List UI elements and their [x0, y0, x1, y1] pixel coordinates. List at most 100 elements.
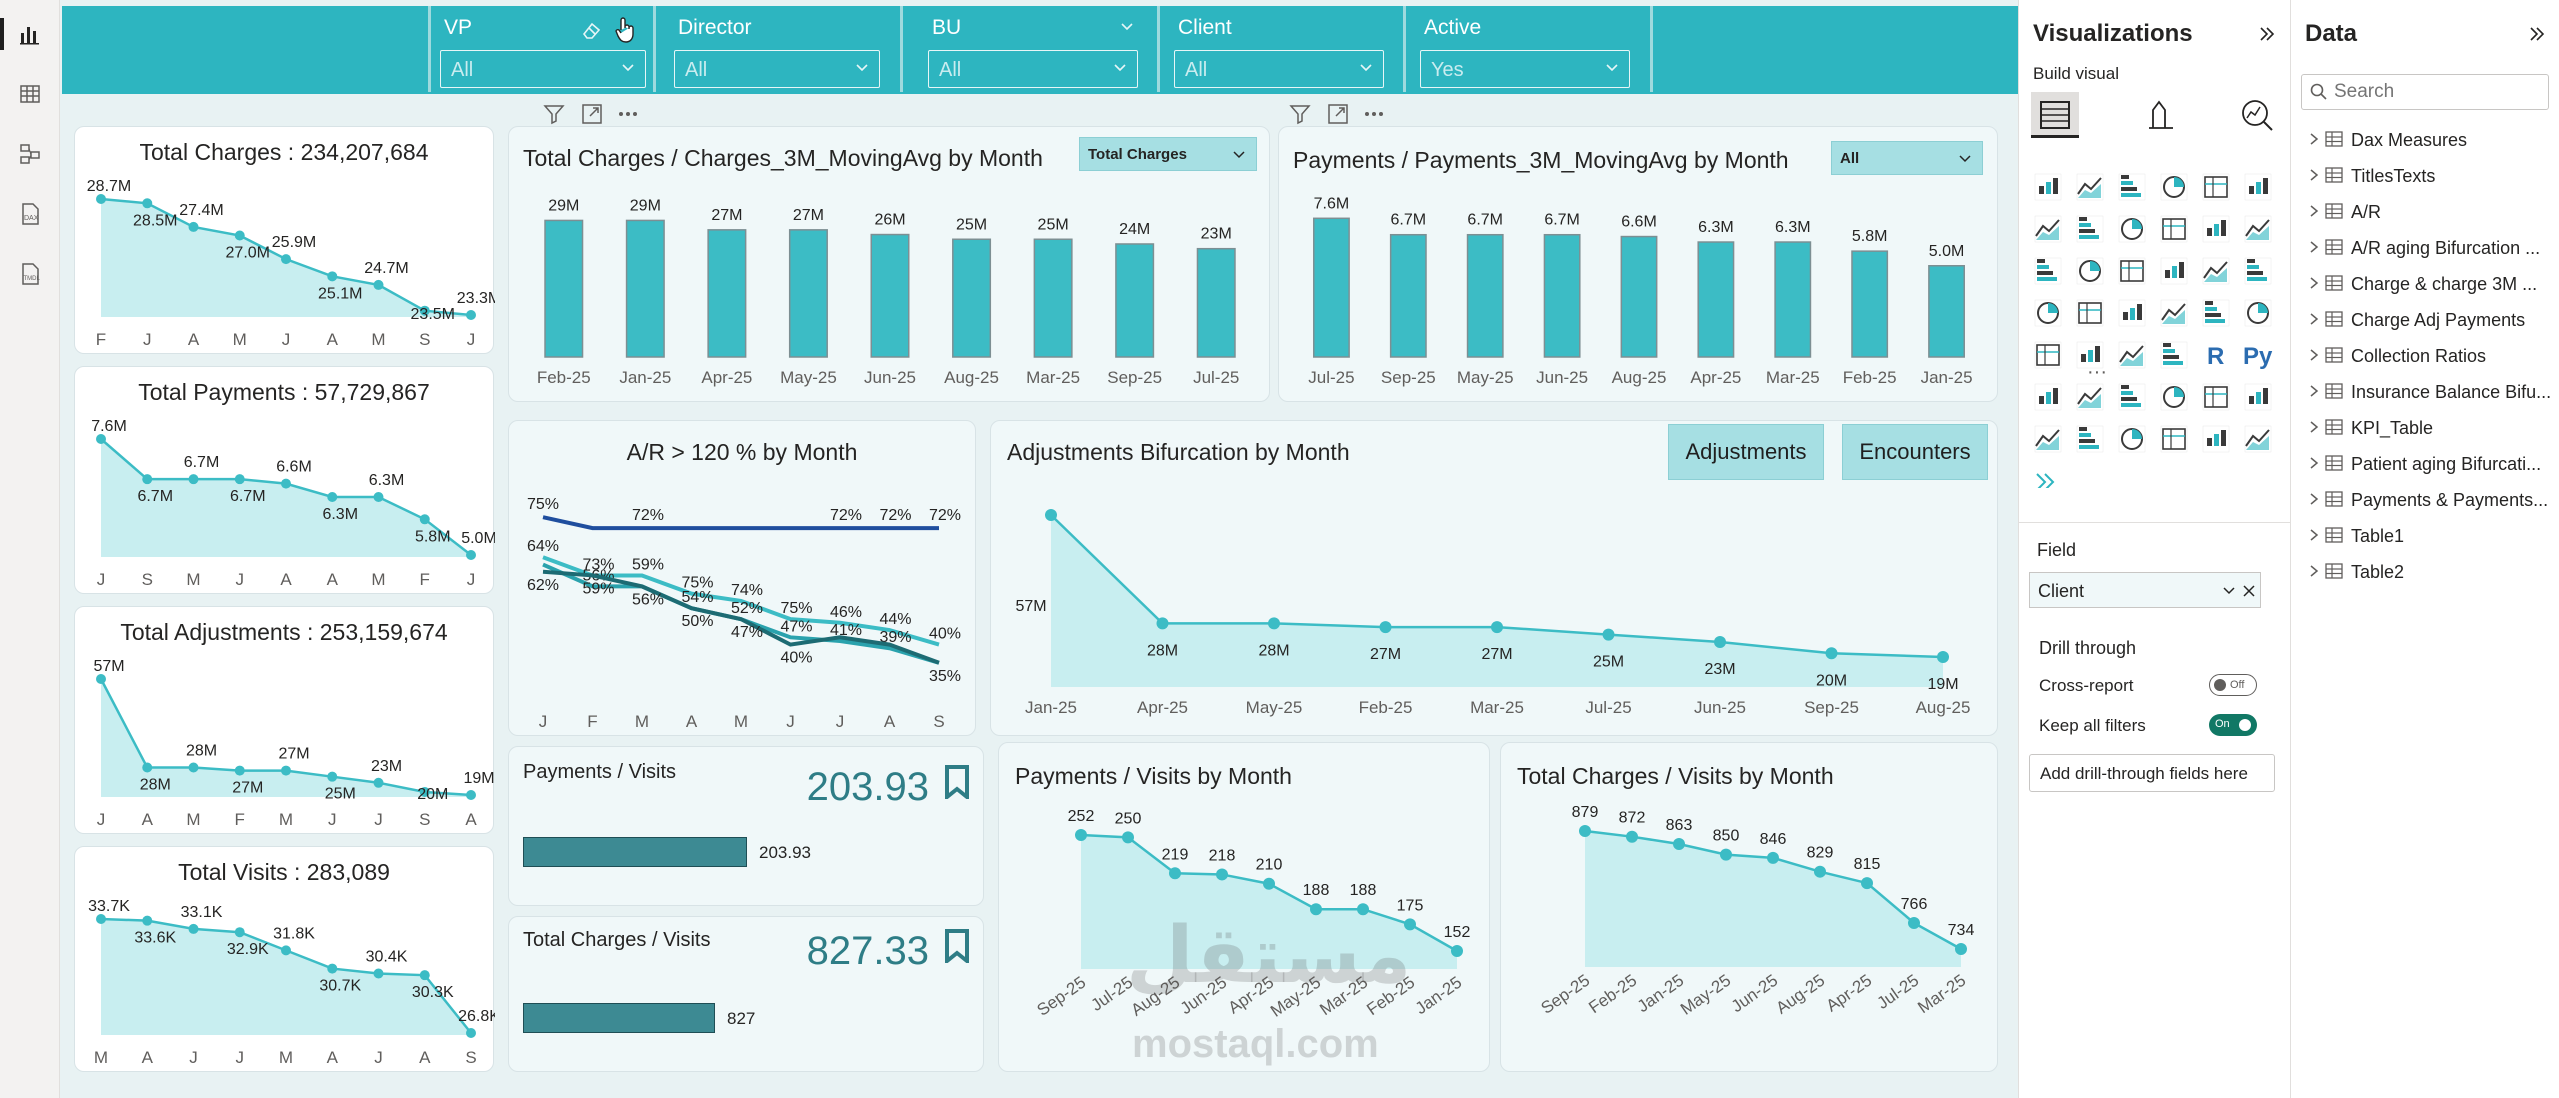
- combo-icon[interactable]: [2034, 257, 2062, 285]
- chevron-right-icon[interactable]: [2309, 348, 2319, 362]
- data-table-item[interactable]: KPI_Table: [2310, 418, 2553, 440]
- kpi-card-charges[interactable]: Total Charges : 234,207,684 28.7M F 28.5M J…: [74, 126, 495, 354]
- data-table-item[interactable]: Charge Adj Payments: [2310, 310, 2553, 332]
- 100-column-icon[interactable]: [2244, 173, 2272, 201]
- keep-filters-toggle[interactable]: On: [2209, 714, 2257, 736]
- gauge-icon[interactable]: [2202, 299, 2230, 327]
- waterfall-icon[interactable]: [2202, 215, 2230, 243]
- key-influencers-icon[interactable]: [2034, 383, 2062, 411]
- cross-report-toggle[interactable]: Off: [2209, 674, 2257, 696]
- chevron-right-icon[interactable]: [2309, 564, 2319, 578]
- close-icon[interactable]: [2242, 584, 2256, 598]
- tmdl-view-icon[interactable]: TMDL: [10, 254, 50, 294]
- focus-mode-icon[interactable]: [580, 102, 604, 126]
- filled-map-icon[interactable]: [2076, 299, 2104, 327]
- chevron-down-icon[interactable]: [2222, 584, 2236, 598]
- charges-per-visit-card[interactable]: Total Charges / Visits 827.33 827: [508, 916, 984, 1072]
- adjustments-area-chart[interactable]: Adjustments Bifurcation by Month 57M Jan-…: [990, 420, 1998, 736]
- shape-map-icon[interactable]: [2118, 299, 2146, 327]
- ar-line-chart[interactable]: A/R > 120 % by Month 75% 72% 72% 72% 72% 64% 7…: [508, 420, 976, 736]
- analytics-icon[interactable]: [2239, 98, 2275, 132]
- line-chart-icon[interactable]: [2034, 215, 2062, 243]
- table-icon[interactable]: [2118, 341, 2146, 369]
- r-visual-icon[interactable]: R: [2207, 343, 2224, 370]
- image-icon[interactable]: [2160, 425, 2188, 453]
- measure-dropdown[interactable]: Total Charges: [1079, 137, 1257, 171]
- pie-icon[interactable]: [2202, 257, 2230, 285]
- report-view-icon[interactable]: [0, 14, 50, 54]
- model-view-icon[interactable]: [10, 134, 50, 174]
- kpi-card-visits[interactable]: Total Visits : 283,089 33.7K M 33.6K A 33.1K…: [74, 846, 495, 1072]
- bookmark-icon[interactable]: [943, 765, 971, 799]
- chevron-right-icon[interactable]: [2309, 420, 2319, 434]
- charges-bar-chart[interactable]: Total Charges / Charges_3M_MovingAvg by …: [508, 126, 1270, 402]
- data-table-item[interactable]: A/R aging Bifurcation ...: [2310, 238, 2553, 260]
- slicer-bu-dropdown[interactable]: All: [928, 50, 1138, 88]
- payments-per-visit-card[interactable]: Payments / Visits 203.93 203.93: [508, 746, 984, 906]
- slicer-vp-dropdown[interactable]: All: [440, 50, 646, 88]
- kpi-card-payments[interactable]: Total Payments : 57,729,867 7.6M J 6.7M S 6.…: [74, 366, 495, 594]
- slicer-bu[interactable]: BU All: [922, 6, 1148, 92]
- funnel-icon[interactable]: [2118, 257, 2146, 285]
- button-slicer-icon[interactable]: [2076, 425, 2104, 453]
- clustered-column-icon[interactable]: [2160, 173, 2188, 201]
- qa-icon[interactable]: [2118, 383, 2146, 411]
- chevron-right-icon[interactable]: [2309, 204, 2319, 218]
- add-drill-through-well[interactable]: Add drill-through fields here: [2029, 754, 2275, 792]
- collapse-pane-icon[interactable]: [2527, 24, 2547, 44]
- chevron-right-icon[interactable]: [2309, 384, 2319, 398]
- data-table-item[interactable]: Dax Measures: [2310, 130, 2553, 152]
- more-visuals-icon[interactable]: [2036, 473, 2055, 488]
- payments-per-visit-by-month-chart[interactable]: Payments / Visits by Month 252 Sep-25 250 J…: [998, 742, 1490, 1072]
- multi-card-icon[interactable]: [2076, 341, 2104, 369]
- data-table-item[interactable]: Insurance Balance Bifu...: [2310, 382, 2553, 404]
- encounters-button[interactable]: Encounters: [1842, 424, 1988, 480]
- kpi-icon[interactable]: [2244, 299, 2272, 327]
- 100-bar-icon[interactable]: [2202, 173, 2230, 201]
- table-view-icon[interactable]: [10, 74, 50, 114]
- stacked-column-icon[interactable]: [2076, 173, 2104, 201]
- stacked-area-icon[interactable]: [2118, 215, 2146, 243]
- series-dropdown[interactable]: All: [1831, 141, 1983, 175]
- clustered-bar-icon[interactable]: [2118, 173, 2146, 201]
- decomposition-icon[interactable]: [2076, 383, 2104, 411]
- power-apps-icon[interactable]: [2202, 425, 2230, 453]
- chevron-right-icon[interactable]: [2309, 528, 2319, 542]
- slicer-client[interactable]: Client All: [1168, 6, 1394, 92]
- slicer-active[interactable]: Active Yes: [1414, 6, 1640, 92]
- slicer-vp[interactable]: VP All: [434, 6, 652, 92]
- build-visual-tab[interactable]: [2031, 92, 2079, 138]
- line-column-icon[interactable]: [2244, 215, 2272, 243]
- chevron-right-icon[interactable]: [2309, 132, 2319, 146]
- card-icon[interactable]: [2034, 341, 2062, 369]
- search-input[interactable]: [2334, 79, 2534, 105]
- data-table-item[interactable]: Collection Ratios: [2310, 346, 2553, 368]
- donut-icon[interactable]: [2244, 257, 2272, 285]
- paginated-icon[interactable]: [2244, 383, 2272, 411]
- stacked-bar-icon[interactable]: [2034, 173, 2062, 201]
- scatter-icon[interactable]: [2160, 257, 2188, 285]
- filter-icon[interactable]: [542, 102, 566, 126]
- collapse-pane-icon[interactable]: [2257, 24, 2277, 44]
- slicer-client-dropdown[interactable]: All: [1174, 50, 1384, 88]
- data-table-item[interactable]: Charge & charge 3M ...: [2310, 274, 2553, 296]
- chevron-right-icon[interactable]: [2309, 456, 2319, 470]
- dax-query-icon[interactable]: DAX: [10, 194, 50, 234]
- chevron-right-icon[interactable]: [2309, 312, 2319, 326]
- bookmark-icon[interactable]: [943, 929, 971, 963]
- narrative-icon[interactable]: [2160, 383, 2188, 411]
- eraser-icon[interactable]: [580, 18, 604, 42]
- azure-map-icon[interactable]: [2160, 299, 2188, 327]
- slicer-active-dropdown[interactable]: Yes: [1420, 50, 1630, 88]
- area-chart-icon[interactable]: [2076, 215, 2104, 243]
- python-visual-icon[interactable]: Py: [2243, 343, 2273, 370]
- data-table-item[interactable]: TitlesTexts: [2310, 166, 2553, 188]
- text-slicer-icon[interactable]: [2118, 425, 2146, 453]
- goals-icon[interactable]: [2202, 383, 2230, 411]
- slicer-icon[interactable]: [2034, 425, 2062, 453]
- data-table-item[interactable]: Table1: [2310, 526, 2553, 548]
- focus-mode-icon[interactable]: [1326, 102, 1350, 126]
- slicer-director[interactable]: Director All: [668, 6, 886, 92]
- chevron-right-icon[interactable]: [2309, 168, 2319, 182]
- drill-field-well[interactable]: Client: [2029, 572, 2261, 608]
